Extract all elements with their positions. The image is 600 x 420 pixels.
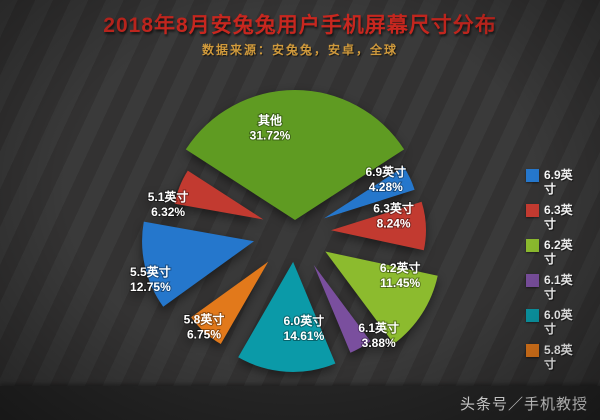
slice-label-5: 6.0英寸: [284, 313, 325, 328]
legend-swatch: [526, 309, 539, 322]
slice-percent-6: 6.75%: [187, 328, 221, 342]
slice-label-0: 其他: [258, 112, 282, 127]
legend-label: 6.3英寸: [544, 203, 573, 231]
pie-slice-2: [331, 201, 426, 251]
slice-percent-8: 6.32%: [151, 205, 185, 219]
legend-swatch: [526, 204, 539, 217]
slice-label-6: 5.8英寸: [184, 312, 225, 327]
slice-label-1: 6.9英寸: [365, 164, 406, 179]
slice-label-8: 5.1英寸: [148, 189, 189, 204]
legend-swatch: [526, 274, 539, 287]
legend-item-4: 6.0英寸: [526, 308, 584, 336]
slice-percent-3: 11.45%: [380, 276, 420, 290]
watermark-bar: 头条号／手机教授: [0, 386, 600, 420]
legend-label: 5.8英寸: [544, 343, 573, 371]
pie-slice-7: [142, 221, 254, 307]
chart-subtitle: 数据来源：安兔兔，安卓，全球: [201, 43, 398, 57]
pie-slice-4: [313, 265, 371, 353]
pie-slice-1: [324, 166, 415, 219]
pie-slice-8: [174, 170, 264, 220]
slice-percent-0: 31.72%: [250, 128, 291, 142]
slice-label-7: 5.5英寸: [130, 264, 171, 279]
legend: 6.9英寸 6.3英寸 6.2英寸 6.1英寸 6.0英寸 5.8英寸: [526, 168, 584, 378]
legend-item-5: 5.8英寸: [526, 343, 584, 371]
legend-item-0: 6.9英寸: [526, 168, 584, 196]
legend-swatch: [526, 344, 539, 357]
slice-percent-2: 8.24%: [377, 216, 411, 230]
pie-slice-0: [185, 90, 405, 220]
pie-slice-6: [191, 261, 269, 344]
pie-slice-3: [325, 251, 438, 344]
legend-swatch: [526, 169, 539, 182]
slice-label-4: 6.1英寸: [358, 320, 399, 335]
chart-title: 2018年8月安兔兔用户手机屏幕尺寸分布: [103, 14, 497, 37]
slice-label-2: 6.3英寸: [373, 200, 414, 215]
legend-label: 6.9英寸: [544, 168, 573, 196]
legend-label: 6.2英寸: [544, 238, 573, 266]
slice-percent-4: 3.88%: [362, 336, 396, 350]
legend-item-1: 6.3英寸: [526, 203, 584, 231]
legend-label: 6.1英寸: [544, 273, 573, 301]
legend-label: 6.0英寸: [544, 308, 573, 336]
slice-label-3: 6.2英寸: [380, 260, 421, 275]
slice-percent-5: 14.61%: [284, 329, 325, 343]
legend-item-2: 6.2英寸: [526, 238, 584, 266]
watermark-text: 头条号／手机教授: [459, 395, 588, 413]
slice-percent-1: 4.28%: [369, 180, 403, 194]
legend-swatch: [526, 239, 539, 252]
legend-item-3: 6.1英寸: [526, 273, 584, 301]
pie-slice-5: [238, 261, 336, 372]
slice-percent-7: 12.75%: [130, 280, 171, 294]
